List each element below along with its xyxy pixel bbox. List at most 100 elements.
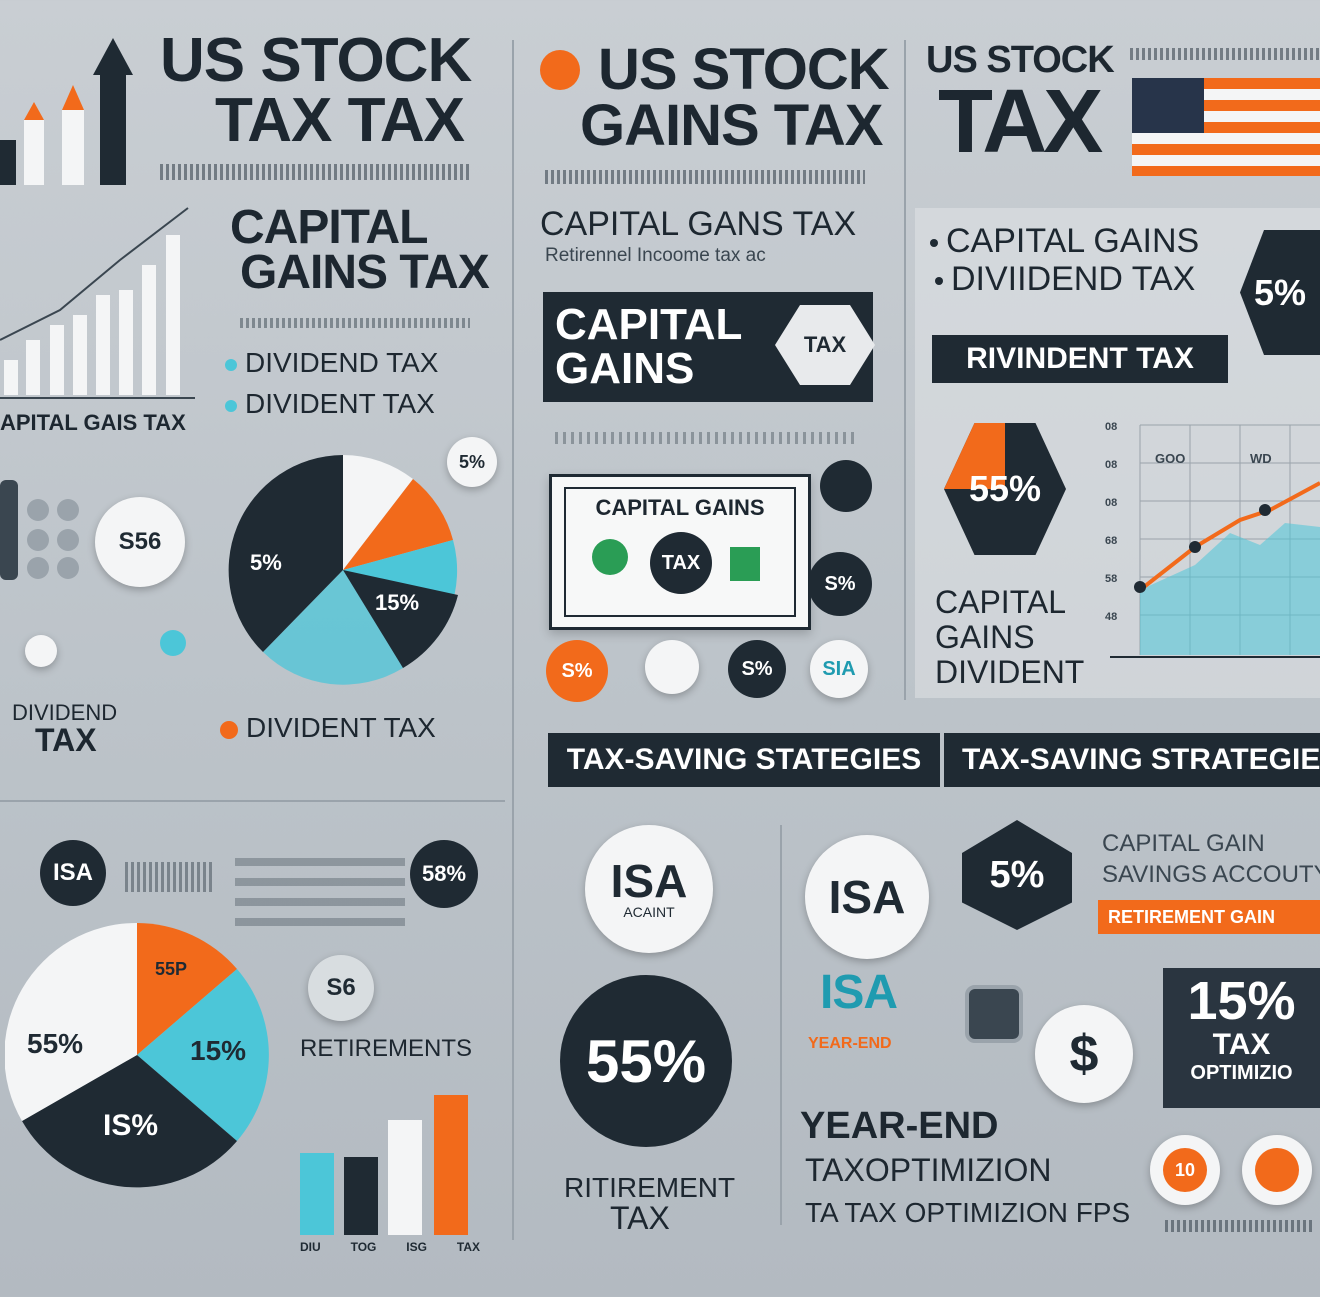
strat-isa-sub: YEAR-END (808, 1035, 892, 1052)
col2-subline: Retirennel Incoome tax ac (545, 245, 766, 266)
col3-stack: CAPITAL GAINS DIVIDENT (935, 584, 1084, 691)
bar-label-0: DIU (300, 1240, 321, 1254)
strategies-banner-left: TAX-SAVING STATEGIES (548, 733, 940, 787)
dividend-item2-label: DIVIDENT TAX (245, 388, 435, 419)
strat-tips: TA TAX OPTIMIZION FPS (805, 1197, 1131, 1228)
isa-sub: ACAINT (623, 904, 675, 920)
col1-pie-chart: 5% 15% (228, 455, 458, 685)
bullet2-label: DIVIIDEND TAX (951, 260, 1196, 298)
col1-capital-line1: CAPITAL (230, 201, 428, 254)
col2-coin-icon (820, 460, 872, 512)
strat-isa-word: ISA (820, 966, 898, 1019)
tag-icon (220, 720, 238, 739)
bill-title: CAPITAL GAINS (595, 495, 765, 520)
strat-year-end: YEAR-END (800, 1105, 999, 1147)
strat-pct-hex: 5% (962, 820, 1072, 930)
col1-capital-line2: GAINS TAX (240, 246, 490, 299)
bullet-icon (225, 399, 237, 412)
col1-bar-labels: DIU TOG ISG TAX (300, 1240, 480, 1254)
col1-badge-s56: S56 (95, 497, 185, 587)
y-tick-4: 58 (1105, 573, 1117, 585)
y-tick-3: 68 (1105, 535, 1117, 547)
col3-bullet1: CAPITAL GAINS (930, 222, 1199, 261)
bill-inner-border (564, 487, 796, 617)
col2-tax-hex: TAX (775, 305, 875, 385)
col1-title-line2: TAX TAX (215, 86, 465, 155)
bill-green-block-icon (730, 547, 760, 581)
strat-coin-2 (1242, 1135, 1312, 1205)
col1-dividend-block-line1: DIVIDEND (12, 700, 118, 725)
y-tick-2: 08 (1105, 497, 1117, 509)
strat-tax-optim: TAXOPTIMIZION (805, 1152, 1052, 1188)
col1-isa-badge: ISA (40, 840, 106, 906)
divident-tax-label: DIVIDENT TAX (246, 712, 436, 743)
col2-retirement-line2: TAX (610, 1200, 670, 1236)
col3-rivindent-banner: RIVINDENT TAX (932, 335, 1228, 383)
bar-label-3: TAX (456, 1240, 480, 1254)
box-line2: TAX (1212, 1028, 1271, 1061)
col1-capital-subtext (240, 318, 470, 328)
col3-bullet2: DIVIIDEND TAX (935, 260, 1195, 299)
strat-dollar-coin: $ (1035, 1005, 1133, 1103)
bill-green-seal-icon (592, 539, 628, 575)
stack-line2: GAINS (935, 619, 1035, 656)
y-tick-5: 48 (1105, 611, 1117, 623)
col1-title-line1: US STOCK (160, 26, 472, 95)
strat-isa-circle: ISA (805, 835, 929, 959)
col1-divident-tax: DIVIDENT TAX (220, 712, 436, 744)
pie2-label-b: 15% (190, 1035, 246, 1066)
col1-bar-chart (0, 207, 195, 399)
growth-bars-icon (0, 38, 133, 185)
col3-line-chart: 08 08 08 68 58 48 GOO WD (1105, 421, 1320, 658)
col2-badge-1: S% (546, 640, 608, 702)
col3-title-line1: US STOCK (926, 39, 1115, 81)
dividend-item1-label: DIVIDEND TAX (245, 347, 439, 378)
col1-small-icon (160, 630, 186, 656)
bullet-icon (930, 239, 938, 248)
col2-subtitle-text (545, 170, 865, 184)
col1-badge-58: 58% (410, 840, 478, 908)
y-tick-0: 08 (1105, 421, 1117, 433)
col1-dividend-block-line2: TAX (35, 722, 97, 758)
col2-isa-circle: ISA ACAINT (585, 825, 713, 953)
location-pin-icon (540, 50, 580, 90)
pie2-label-a: 55% (27, 1028, 83, 1059)
strat-heading-line2: SAVINGS ACCOUTY (1102, 861, 1320, 889)
col1-bottom-bars (300, 1095, 468, 1235)
col2-retirement-line1: RITIREMENT (564, 1172, 736, 1203)
isa-title: ISA (610, 855, 688, 907)
bullet1-label: CAPITAL GAINS (946, 222, 1200, 260)
coin2-inner-icon (1255, 1148, 1299, 1192)
strat-orange-strip: RETIREMENT GAIN (1098, 900, 1320, 934)
chart-ann2: WD (1250, 451, 1272, 466)
col1-notes (235, 858, 405, 928)
strat-tax-box: 15% TAX OPTIMIZIO (1163, 968, 1320, 1108)
col1-circle-icon (25, 635, 57, 667)
divider-col1 (0, 800, 505, 802)
divider-right (904, 40, 906, 700)
col1-retirements: RETIREMENTS (300, 1035, 473, 1062)
divider-strategy (780, 825, 782, 1225)
col1-isa-desc (125, 862, 215, 892)
col3-title-line2: TAX (938, 72, 1103, 172)
banner-line2: GAINS (555, 344, 695, 393)
chart-ann1: GOO (1155, 451, 1185, 466)
pie2-label-d: 55P (155, 959, 187, 979)
bill-center-badge: TAX (650, 532, 712, 594)
col2-title-line2: GAINS TAX (580, 93, 883, 158)
col2-spiral-icon (645, 640, 699, 694)
col1-dividend-item2: DIVIDENT TAX (225, 388, 435, 420)
col2-icons-row (555, 432, 855, 444)
strat-heading-line1: CAPITAL GAIN (1102, 830, 1265, 857)
pie-label-b: 15% (375, 590, 419, 615)
bullet-icon (225, 358, 237, 371)
col1-badge-s6: S6 (308, 955, 374, 1021)
strat-heading: CAPITAL GAIN SAVINGS ACCOUTY (1102, 828, 1320, 890)
strategies-banner-right: TAX-SAVING STRATEGIE (944, 733, 1320, 787)
coin-stack-icon (0, 480, 79, 580)
col3-top-text (1130, 48, 1320, 60)
col2-cap-gains-tax: CAPITAL GANS TAX (540, 205, 857, 243)
divider-left (512, 40, 514, 1240)
strat-bottom-text (1165, 1220, 1315, 1232)
us-flag-icon (1132, 78, 1320, 176)
